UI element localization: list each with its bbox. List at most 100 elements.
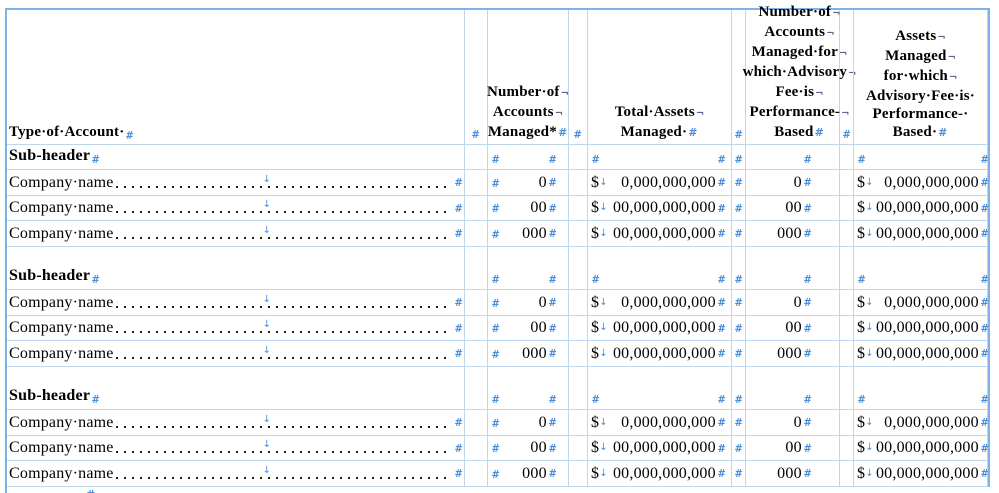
cell-end-mark: # [717, 296, 726, 309]
total-assets-value: 0,000,000,000 [621, 293, 716, 311]
cell-end-mark: # [717, 176, 726, 189]
header-line: Managed* [487, 124, 557, 140]
spacer-cell [840, 221, 854, 247]
total-assets-value-cell: $ ↓ 00,000,000,000 # [588, 461, 732, 487]
accounts-value: 0 [538, 413, 547, 431]
cell-end-mark: # [717, 393, 726, 406]
perf-assets-value-cell: $ ↓ 0,000,000,000 # [854, 170, 989, 196]
cell-end-mark: # [591, 153, 600, 166]
tab-mark: ↓ [865, 176, 874, 188]
cell-end-mark: # [734, 273, 743, 286]
line-break-mark: ¬ [937, 32, 946, 43]
perf-accounts-empty-cell: # [746, 247, 840, 290]
cell-end-mark: # [548, 393, 557, 406]
currency-symbol: $ [591, 439, 600, 456]
header-line: Based [774, 124, 814, 140]
total-assets-value: 00,000,000,000 [612, 439, 716, 456]
cell-end-mark: # [803, 321, 812, 335]
spacer-cell: # [465, 10, 488, 145]
subheader-label: Sub-header [9, 147, 91, 164]
total-assets-empty-cell: # # [588, 145, 732, 170]
accounts-value-cell: # 0 # [488, 170, 569, 196]
currency-symbol: $ [857, 319, 866, 336]
accounts-value: 0 [538, 293, 547, 311]
cell-end-mark: # [548, 273, 557, 286]
perf-accounts-value: 000 [777, 224, 802, 242]
tab-mark: ↓ [262, 439, 272, 450]
currency-symbol: $ [591, 319, 600, 336]
cell-end-mark: # [471, 128, 481, 141]
company-name-cell: Company·name ↓ # [7, 196, 465, 221]
cut-off-cell-end-mark: # [86, 488, 95, 493]
total-assets-value-cell: $ ↓ 0,000,000,000 # [588, 410, 732, 436]
cell-end-mark: # [548, 227, 557, 240]
line-break-mark: ¬ [815, 88, 824, 99]
line-break-mark: ¬ [826, 28, 835, 39]
perf-accounts-value-cell: 00 # [746, 316, 840, 341]
tab-mark: ↓ [865, 322, 874, 333]
dot-leader: ↓ [115, 175, 450, 188]
spacer-cell: # [732, 290, 746, 316]
accounts-value-cell: # 000 # [488, 221, 569, 247]
cell-end-mark: # [803, 176, 812, 189]
perf-accounts-value: 0 [793, 413, 802, 431]
perf-accounts-value-cell: 00 # [746, 436, 840, 461]
accounts-value: 00 [530, 319, 547, 336]
perf-assets-value: 0,000,000,000 [884, 173, 979, 191]
spacer-cell: # [732, 410, 746, 436]
subheader-cell: Sub-header # [7, 145, 465, 170]
spacer-cell: # [732, 170, 746, 196]
cell-end-mark: # [548, 201, 557, 215]
cell-end-mark: # [803, 296, 812, 309]
currency-symbol: $ [857, 439, 866, 456]
total-assets-value-cell: $ ↓ 0,000,000,000 # [588, 290, 732, 316]
spacer-cell [840, 247, 854, 290]
cell-end-mark: # [491, 417, 500, 430]
spacer-cell [569, 410, 588, 436]
header-perf-fee-accounts: Number·of¬ Accounts¬ Managed·for¬ which·… [743, 4, 856, 145]
perf-accounts-value: 0 [793, 293, 802, 311]
spacer-cell [569, 221, 588, 247]
cell-end-mark: # [803, 227, 812, 240]
cell-end-mark: # [734, 416, 743, 429]
spacer-cell: # [732, 436, 746, 461]
perf-assets-value: 00,000,000,000 [875, 439, 979, 456]
cell-end-mark: # [803, 347, 812, 360]
tab-mark: ↓ [262, 294, 272, 305]
spacer-cell [840, 316, 854, 341]
cell-end-mark: # [491, 177, 500, 190]
tab-mark: ↓ [262, 345, 272, 356]
cell-end-mark: # [91, 273, 100, 286]
spacer-cell [465, 170, 488, 196]
spacer-cell: # [732, 341, 746, 367]
cell-end-mark: # [717, 273, 726, 286]
cell-end-mark: # [491, 442, 500, 455]
cell-end-mark: # [938, 126, 948, 139]
perf-assets-empty-cell: # # [854, 247, 989, 290]
spacer-cell [569, 436, 588, 461]
tab-mark: ↓ [599, 416, 608, 428]
cell-end-mark: # [980, 441, 989, 455]
spacer-cell [840, 145, 854, 170]
accounts-empty-cell: # # [488, 247, 569, 290]
dot-leader: ↓ [115, 295, 450, 308]
spacer-cell [840, 367, 854, 410]
line-break-mark: ¬ [947, 52, 956, 63]
perf-accounts-value: 00 [785, 199, 802, 216]
cell-end-mark: # [734, 227, 743, 240]
spacer-cell: # [732, 145, 746, 170]
currency-symbol: $ [857, 464, 866, 482]
header-line: Total·Assets [614, 104, 695, 120]
spacer-cell: # [569, 10, 588, 145]
cell-end-mark: # [717, 227, 726, 240]
tab-mark: ↓ [262, 199, 272, 210]
spacer-cell [569, 290, 588, 316]
company-name-label: Company·name [9, 344, 114, 362]
currency-symbol: $ [591, 199, 600, 216]
perf-assets-value-cell: $ ↓ 00,000,000,000 # [854, 221, 989, 247]
company-name-cell: Company·name ↓ # [7, 170, 465, 196]
header-line: Accounts [492, 104, 554, 120]
cell-end-mark: # [734, 441, 743, 455]
cell-end-mark: # [548, 416, 557, 429]
cell-end-mark: # [734, 347, 743, 360]
